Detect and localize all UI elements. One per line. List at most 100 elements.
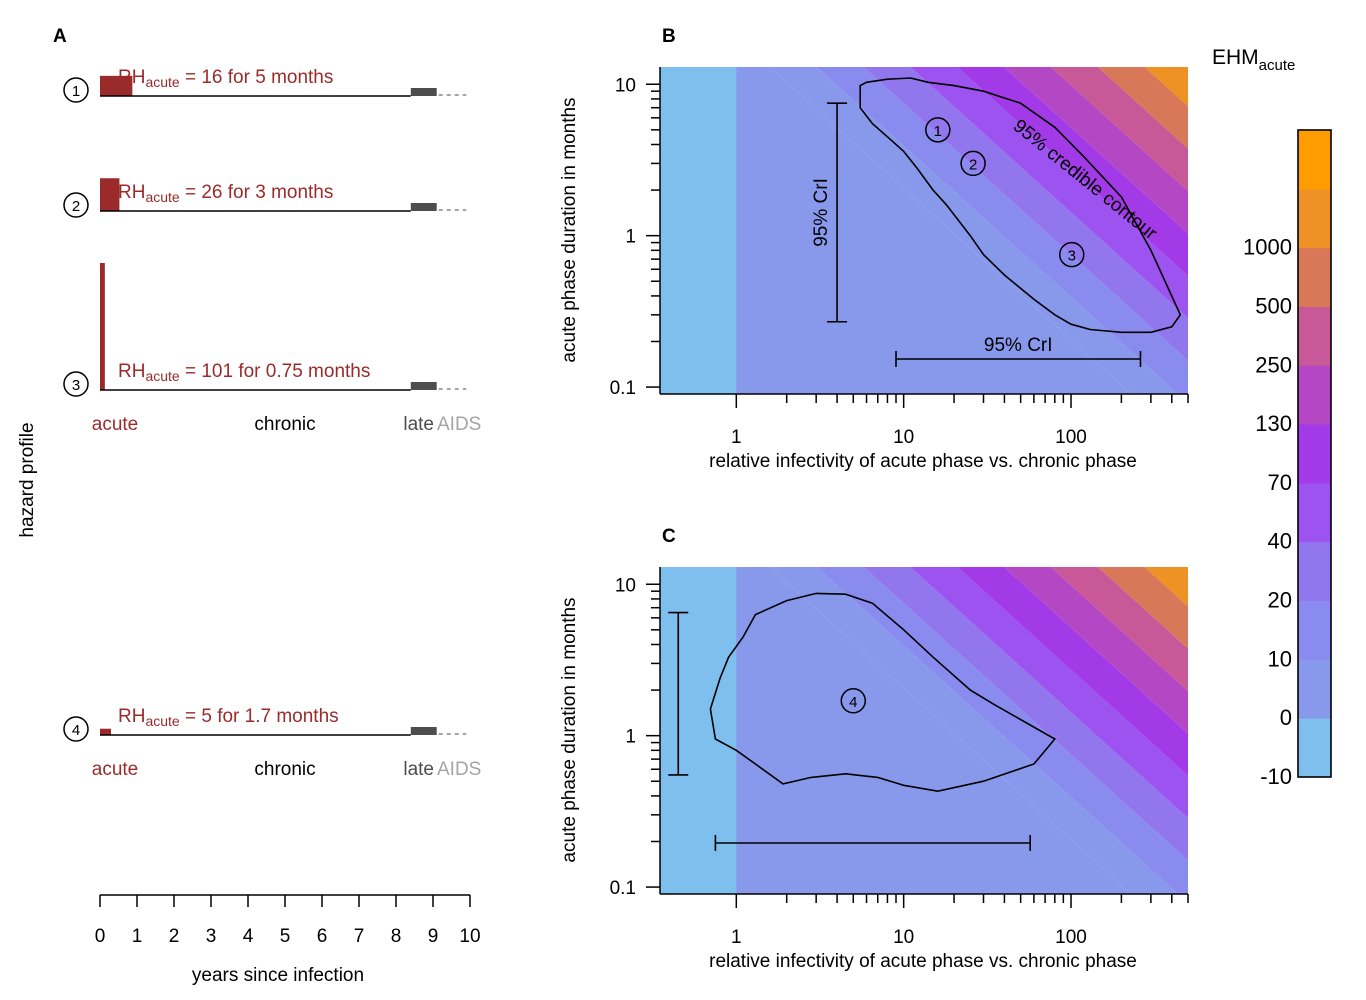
- colorbar-tick-label: 250: [1255, 352, 1292, 377]
- heatmap-band: [1050, 567, 1188, 692]
- panel-a-x-ticks: 0 1 2 3 4 5 6 7 8 9 10: [95, 895, 481, 947]
- heatmap-band: [1050, 67, 1188, 192]
- heatmap-band: [736, 0, 1238, 67]
- rh-label: RHacute = 101 for 0.75 months: [118, 361, 370, 384]
- colorbar-segment: [1298, 541, 1331, 602]
- late-phase-bar: [410, 382, 437, 390]
- acute-phase-bar: [100, 263, 105, 390]
- x-tick-label: 4: [243, 926, 254, 947]
- colorbar-segment: [1298, 600, 1331, 660]
- profile-marker-circle: [63, 371, 89, 397]
- acute-phase-bar: [100, 178, 120, 211]
- heatmap-band: [736, 67, 1132, 394]
- profile-marker-circle: [63, 192, 89, 218]
- colorbar-tick-label: 1000: [1243, 235, 1292, 260]
- heatmap-band: [910, 67, 1188, 319]
- late-phase-bar: [410, 88, 437, 96]
- profile-point: 1: [934, 123, 942, 140]
- heatmap-band: [1097, 67, 1188, 149]
- acute-phase-bar: [100, 728, 112, 735]
- y-tick-label: 1: [625, 727, 636, 748]
- panel-c-axes: 1 10 100 0.1 1 10: [610, 567, 1189, 948]
- rh-label: RHacute = 16 for 5 months: [118, 67, 333, 90]
- x-tick-label: 10: [459, 926, 480, 947]
- colorbar-tick-label: 130: [1255, 411, 1292, 436]
- panel-a-xlabel: years since infection: [192, 965, 364, 986]
- colorbar-title: EHMacute: [1212, 46, 1295, 74]
- credible-contour: [859, 77, 1182, 334]
- x-tick-label: 100: [1055, 427, 1087, 448]
- x-tick-label: 10: [893, 927, 914, 948]
- x-tick-label: 3: [206, 926, 217, 947]
- profile-marker-circle: [63, 716, 89, 742]
- colorbar-tick-label: -10: [1260, 764, 1292, 789]
- y-tick-label: 1: [625, 227, 636, 248]
- profile-marker: 2: [72, 198, 80, 215]
- heatmap-band: [1097, 567, 1188, 649]
- phase-label-acute-2: acute: [92, 759, 138, 780]
- y-tick-label: 10: [615, 75, 636, 96]
- cri-y-label: 95% CrI: [811, 178, 832, 247]
- heatmap-band: [957, 567, 1188, 776]
- hazard-profile-3: 3 RHacute = 101 for 0.75 months: [63, 263, 467, 397]
- late-phase-bar: [410, 727, 437, 735]
- x-tick-label: 8: [391, 926, 402, 947]
- panel-c-xlabel: relative infectivity of acute phase vs. …: [709, 951, 1137, 972]
- heatmap-band: [1144, 567, 1188, 607]
- x-tick-label: 7: [354, 926, 365, 947]
- panel-b-heatmap: [660, 0, 1238, 394]
- x-tick-label: 5: [280, 926, 291, 947]
- profile-point-circle: [925, 117, 951, 143]
- phase-label-aids: AIDS: [437, 414, 481, 435]
- y-tick-label: 10: [615, 575, 636, 596]
- profile-marker: 1: [72, 83, 80, 100]
- colorbar-tick-label: 70: [1268, 470, 1292, 495]
- colorbar-segment: [1298, 482, 1331, 543]
- x-tick-label: 1: [731, 427, 742, 448]
- phase-label-acute: acute: [92, 414, 138, 435]
- rh-label: RHacute = 26 for 3 months: [118, 182, 333, 205]
- profile-point: 4: [849, 694, 857, 711]
- hazard-profile-2: 2 RHacute = 26 for 3 months: [63, 178, 467, 218]
- phase-label-late: late: [403, 414, 434, 435]
- colorbar-tick-label: 40: [1268, 529, 1292, 554]
- panel-label-b: B: [662, 26, 676, 47]
- panel-c-ylabel: acute phase duration in months: [559, 597, 580, 862]
- hazard-profiles: 1 RHacute = 16 for 5 months 2 RHacute = 26 …: [63, 67, 467, 742]
- heatmap-band: [910, 567, 1188, 819]
- colorbar-tick-label: 20: [1268, 588, 1292, 613]
- heatmap-band: [769, 567, 1179, 894]
- phase-label-chronic-2: chronic: [254, 759, 315, 780]
- heatmap-band: [660, 567, 738, 894]
- colorbar-frame: [1297, 129, 1332, 778]
- colorbar-tick-label: 500: [1255, 293, 1292, 318]
- colorbar-segment: [1298, 424, 1331, 484]
- profile-point-circle: [960, 150, 986, 177]
- profile-point: 2: [969, 156, 977, 173]
- colorbar-segment: [1298, 718, 1331, 778]
- x-tick-label: 0: [95, 926, 106, 947]
- panel-c-overlays: 4: [668, 592, 1057, 851]
- panel-c-heatmap: [660, 567, 1188, 894]
- heatmap-band: [736, 567, 1132, 894]
- credible-contour: [709, 592, 1057, 793]
- hazard-profile-4: 4 RHacute = 5 for 1.7 months: [63, 706, 467, 742]
- late-phase-bar: [410, 203, 437, 211]
- hazard-profile-1: 1 RHacute = 16 for 5 months: [63, 67, 467, 103]
- panel-b-xlabel: relative infectivity of acute phase vs. …: [709, 451, 1137, 472]
- x-tick-label: 2: [169, 926, 180, 947]
- colorbar-segment: [1298, 306, 1331, 366]
- panel-a-ylabel: hazard profile: [17, 422, 38, 537]
- heatmap-band: [863, 567, 1188, 861]
- x-tick-label: 9: [428, 926, 439, 947]
- colorbar-segment: [1298, 130, 1331, 190]
- heatmap-band: [769, 67, 1179, 394]
- x-tick-label: 6: [317, 926, 328, 947]
- y-tick-label: 0.1: [610, 878, 636, 899]
- colorbar-segment: [1298, 188, 1331, 249]
- rh-label: RHacute = 5 for 1.7 months: [118, 706, 339, 729]
- acute-phase-bar: [100, 75, 133, 96]
- cri-x-label: 95% CrI: [984, 335, 1053, 356]
- y-tick-label: 0.1: [610, 378, 636, 399]
